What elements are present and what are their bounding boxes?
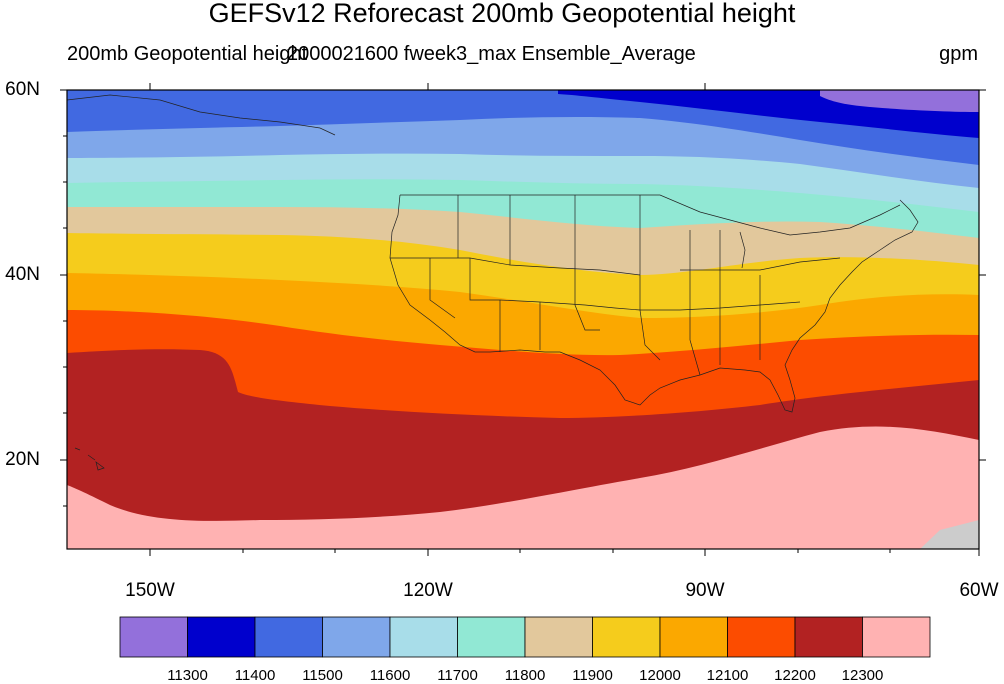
colorbar-swatch — [862, 616, 931, 658]
colorbar-level-label: 11700 — [437, 667, 478, 684]
axis-ticks — [60, 83, 986, 556]
plot-frame — [66, 89, 980, 550]
lat-label-60n: 60N — [5, 79, 40, 100]
colorbar-level-label: 12000 — [639, 667, 681, 684]
contour-fill — [67, 90, 979, 549]
colorbar-swatch — [119, 616, 188, 658]
colorbar-level-label: 11600 — [369, 667, 411, 684]
colorbar-swatch — [727, 616, 796, 658]
colorbar-level-label: 11900 — [572, 667, 613, 684]
lat-label-40n: 40N — [5, 264, 40, 285]
units-label: gpm — [939, 43, 978, 65]
colorbar-swatch — [389, 616, 458, 658]
colorbar-swatch — [592, 616, 661, 658]
lon-label-60w: 60W — [959, 580, 999, 601]
variable-label: 200mb Geopotential height — [67, 43, 308, 65]
lat-label-20n: 20N — [5, 449, 40, 470]
colorbar-swatch — [457, 616, 526, 658]
colorbar-swatch — [524, 616, 593, 658]
land-patch — [920, 520, 979, 549]
coastlines — [67, 94, 919, 471]
colorbar-swatch — [187, 616, 256, 658]
colorbar-level-label: 12200 — [774, 667, 816, 684]
colorbar-level-label: 11300 — [167, 667, 208, 684]
colorbar-level-label: 12300 — [841, 667, 884, 684]
colorbar-swatch — [794, 616, 863, 658]
lon-label-90w: 90W — [685, 580, 725, 601]
colorbar-level-label: 11500 — [302, 667, 343, 684]
colorbar-level-label: 11800 — [504, 667, 546, 684]
lon-label-150w: 150W — [125, 580, 175, 601]
colorbar-swatch — [659, 616, 728, 658]
run-info-label: 2000021600 fweek3_max Ensemble_Average — [287, 43, 696, 65]
colorbar — [119, 616, 931, 658]
colorbar-swatch — [322, 616, 391, 658]
colorbar-level-label: 12100 — [706, 667, 749, 684]
map-title: GEFSv12 Reforecast 200mb Geopotential he… — [208, 0, 796, 28]
colorbar-swatch — [254, 616, 323, 658]
colorbar-level-label: 11400 — [234, 667, 276, 684]
band-below-11300 — [820, 90, 979, 112]
lon-label-120w: 120W — [403, 580, 453, 601]
